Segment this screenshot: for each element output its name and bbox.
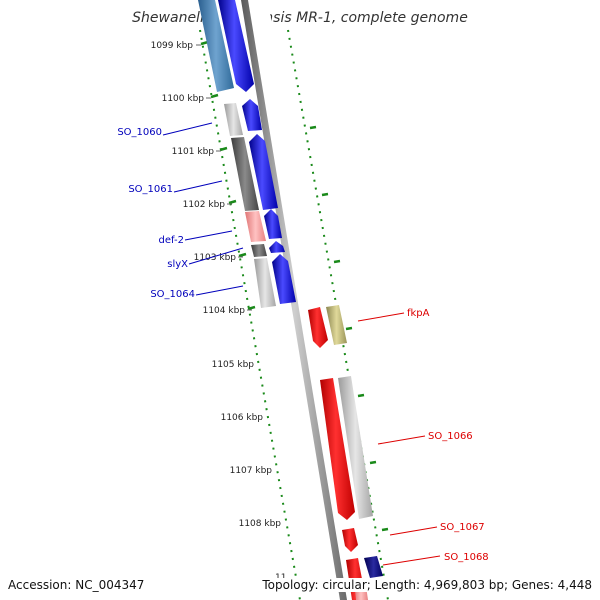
accession-label: Accession: NC_004347 [8,578,145,592]
cds-so1068-navy[interactable] [364,556,383,578]
cds-feature-upper-steel[interactable] [198,0,234,92]
gene-label-text: def-2 [159,235,184,246]
gene-label-so1061[interactable]: SO_1061 [128,180,223,195]
cds-def2-arrow[interactable] [264,209,282,239]
scale-ticks: 1099 kbp 1100 kbp 1101 kbp 1102 kbp 1103… [151,41,287,583]
gene-label-text: SO_1066 [428,431,473,442]
gene-label-text: SO_1068 [444,552,489,563]
gene-label-text: slyX [167,259,188,270]
cds-def2-pink[interactable] [245,211,266,242]
gene-label-fkpa[interactable]: fkpA [357,308,430,322]
cds-so1064-gray[interactable] [254,258,276,308]
tick-label: 1103 kbp [194,253,237,263]
tick-label: 1105 kbp [212,360,255,370]
cds-so1061-arrow[interactable] [249,134,278,210]
cds-fkpa-olive[interactable] [326,305,347,345]
cds-so1066-arrow[interactable] [320,378,355,520]
tick-label: 1108 kbp [239,519,282,529]
tick-label: 1101 kbp [172,147,215,157]
tick-label: 1107 kbp [230,466,273,476]
cds-so1061-gray[interactable] [231,137,259,211]
cds-fkpa-arrow[interactable] [308,307,328,348]
gene-label-so1068[interactable]: SO_1068 [382,552,489,566]
cds-arrow-upper-blue[interactable] [218,0,254,92]
gene-label-text: fkpA [407,308,430,319]
tick-label: 1099 kbp [151,41,194,51]
cds-so1060-gray[interactable] [224,103,243,136]
gene-label-text: SO_1067 [440,522,485,533]
gene-label-so1064[interactable]: SO_1064 [150,285,244,300]
gene-label-slyx[interactable]: slyX [167,247,244,270]
gc-track-left [199,29,301,600]
cds-so1066-gray[interactable] [338,376,373,519]
cds-so1060-arrow[interactable] [242,99,262,131]
gc-dashes [200,40,389,532]
cds-slyx-arrow[interactable] [269,241,285,253]
gene-label-so1060[interactable]: SO_1060 [117,122,213,138]
cds-slyx-gray[interactable] [251,244,267,257]
backbone-ticks [196,44,252,311]
gene-label-text: SO_1060 [117,127,162,138]
tick-label: 1104 kbp [203,306,246,316]
gene-label-text: SO_1061 [128,184,173,195]
gene-label-so1066[interactable]: SO_1066 [377,431,473,445]
cds-so1064-arrow[interactable] [272,254,296,304]
tick-label: 1102 kbp [183,200,226,210]
tick-label: 1106 kbp [221,413,264,423]
gene-label-text: SO_1064 [150,289,195,300]
cds-so1067-arrow[interactable] [342,528,358,552]
gene-label-so1067[interactable]: SO_1067 [389,522,485,536]
map-title: Shewanella oneidensis MR-1, complete gen… [132,10,468,26]
tick-label: 1100 kbp [162,94,205,104]
gene-label-def2[interactable]: def-2 [159,230,233,246]
genome-summary: Topology: circular; Length: 4,969,803 bp… [262,578,592,592]
